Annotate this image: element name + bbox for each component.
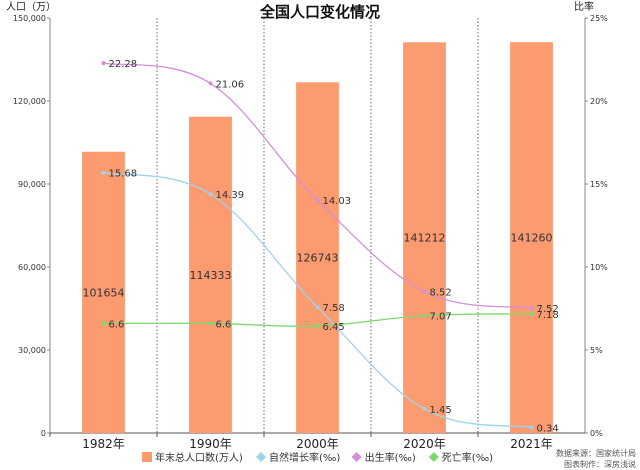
left-tick-label: 90,000 bbox=[18, 180, 46, 189]
bar bbox=[403, 42, 446, 433]
series-point bbox=[208, 321, 213, 326]
legend-swatch bbox=[142, 452, 152, 462]
bar-data-label: 101654 bbox=[83, 286, 125, 299]
point-data-label: 7.18 bbox=[537, 310, 559, 321]
series-point bbox=[422, 406, 427, 411]
series-point bbox=[529, 425, 534, 430]
legend-label: 自然增长率(‰) bbox=[269, 451, 340, 464]
bar-data-label: 141260 bbox=[511, 232, 553, 245]
point-data-label: 1.45 bbox=[430, 405, 452, 416]
series-point bbox=[101, 321, 106, 326]
point-data-label: 6.45 bbox=[323, 322, 345, 333]
left-tick-label: 150,000 bbox=[13, 14, 46, 23]
legend-label: 出生率(‰) bbox=[365, 451, 416, 464]
right-tick-label: 15% bbox=[590, 180, 608, 189]
point-data-label: 7.07 bbox=[430, 312, 452, 323]
x-tick-label: 2021年 bbox=[510, 437, 553, 451]
point-data-label: 14.39 bbox=[216, 190, 245, 201]
series-point bbox=[315, 323, 320, 328]
source-line-1: 数据来源：国家统计局 bbox=[556, 448, 636, 458]
legend-label: 死亡率(‰) bbox=[442, 451, 493, 464]
left-tick-label: 0 bbox=[41, 429, 46, 438]
series-point bbox=[208, 81, 213, 86]
point-data-label: 14.03 bbox=[323, 196, 352, 207]
point-data-label: 15.68 bbox=[109, 169, 138, 180]
series-point bbox=[315, 198, 320, 203]
point-data-label: 7.58 bbox=[323, 303, 345, 314]
line-series: 15.68 14.39 7.58 1.45 0.34 22.28 21.06 14.03 8.5… bbox=[101, 59, 559, 434]
point-data-label: 21.06 bbox=[216, 79, 245, 90]
bar bbox=[296, 82, 339, 434]
series-point bbox=[315, 305, 320, 310]
bar bbox=[189, 116, 232, 433]
left-tick-label: 120,000 bbox=[13, 97, 46, 106]
right-tick-label: 20% bbox=[590, 97, 608, 106]
point-data-label: 6.6 bbox=[216, 319, 232, 330]
right-tick-label: 25% bbox=[590, 14, 608, 23]
legend-label: 年末总人口数(万人) bbox=[155, 451, 243, 464]
gridlines bbox=[156, 18, 479, 433]
chart-title: 全国人口变化情况 bbox=[259, 3, 380, 21]
x-tick-label: 1982年 bbox=[82, 437, 125, 451]
left-axis-title: 人口（万） bbox=[6, 1, 56, 13]
x-tick-label: 2000年 bbox=[296, 437, 339, 451]
series-point bbox=[101, 61, 106, 66]
right-tick-label: 5% bbox=[590, 346, 603, 355]
left-tick-label: 60,000 bbox=[18, 263, 46, 272]
series-point bbox=[422, 313, 427, 318]
bar-data-label: 141212 bbox=[404, 232, 446, 245]
point-data-label: 0.34 bbox=[537, 423, 559, 434]
source-line-2: 图表制作：深房浅说 bbox=[564, 459, 636, 469]
bar bbox=[82, 151, 125, 433]
bar bbox=[510, 42, 553, 434]
right-axis-title: 比率 bbox=[574, 0, 594, 13]
bar-data-label: 114333 bbox=[190, 269, 232, 282]
series-point bbox=[208, 192, 213, 197]
right-tick-label: 10% bbox=[590, 263, 608, 272]
series-point bbox=[529, 311, 534, 316]
bar-data-label: 126743 bbox=[297, 252, 339, 265]
legend-swatch bbox=[256, 452, 266, 462]
series-point bbox=[529, 306, 534, 311]
right-tick-label: 0% bbox=[590, 429, 603, 438]
left-tick-label: 30,000 bbox=[18, 346, 46, 355]
point-data-label: 7.52 bbox=[537, 304, 559, 315]
legend-swatch bbox=[428, 452, 439, 462]
x-tick-label: 1990年 bbox=[189, 437, 232, 451]
series-point bbox=[101, 170, 106, 175]
legend: 年末总人口数(万人) 自然增长率(‰) 出生率(‰) 死亡率(‰) bbox=[142, 451, 493, 464]
x-tick-label: 2020年 bbox=[403, 437, 446, 451]
series-point bbox=[422, 289, 427, 294]
point-data-label: 22.28 bbox=[109, 59, 138, 70]
axes: 0 30,000 60,000 90,000 120,000 150,000 0% 5% 10%… bbox=[13, 14, 608, 451]
bar-series: 101654 114333 126743 141212 141260 bbox=[82, 42, 553, 434]
legend-swatch bbox=[351, 452, 362, 462]
point-data-label: 8.52 bbox=[430, 288, 452, 299]
point-data-label: 6.6 bbox=[109, 319, 125, 330]
